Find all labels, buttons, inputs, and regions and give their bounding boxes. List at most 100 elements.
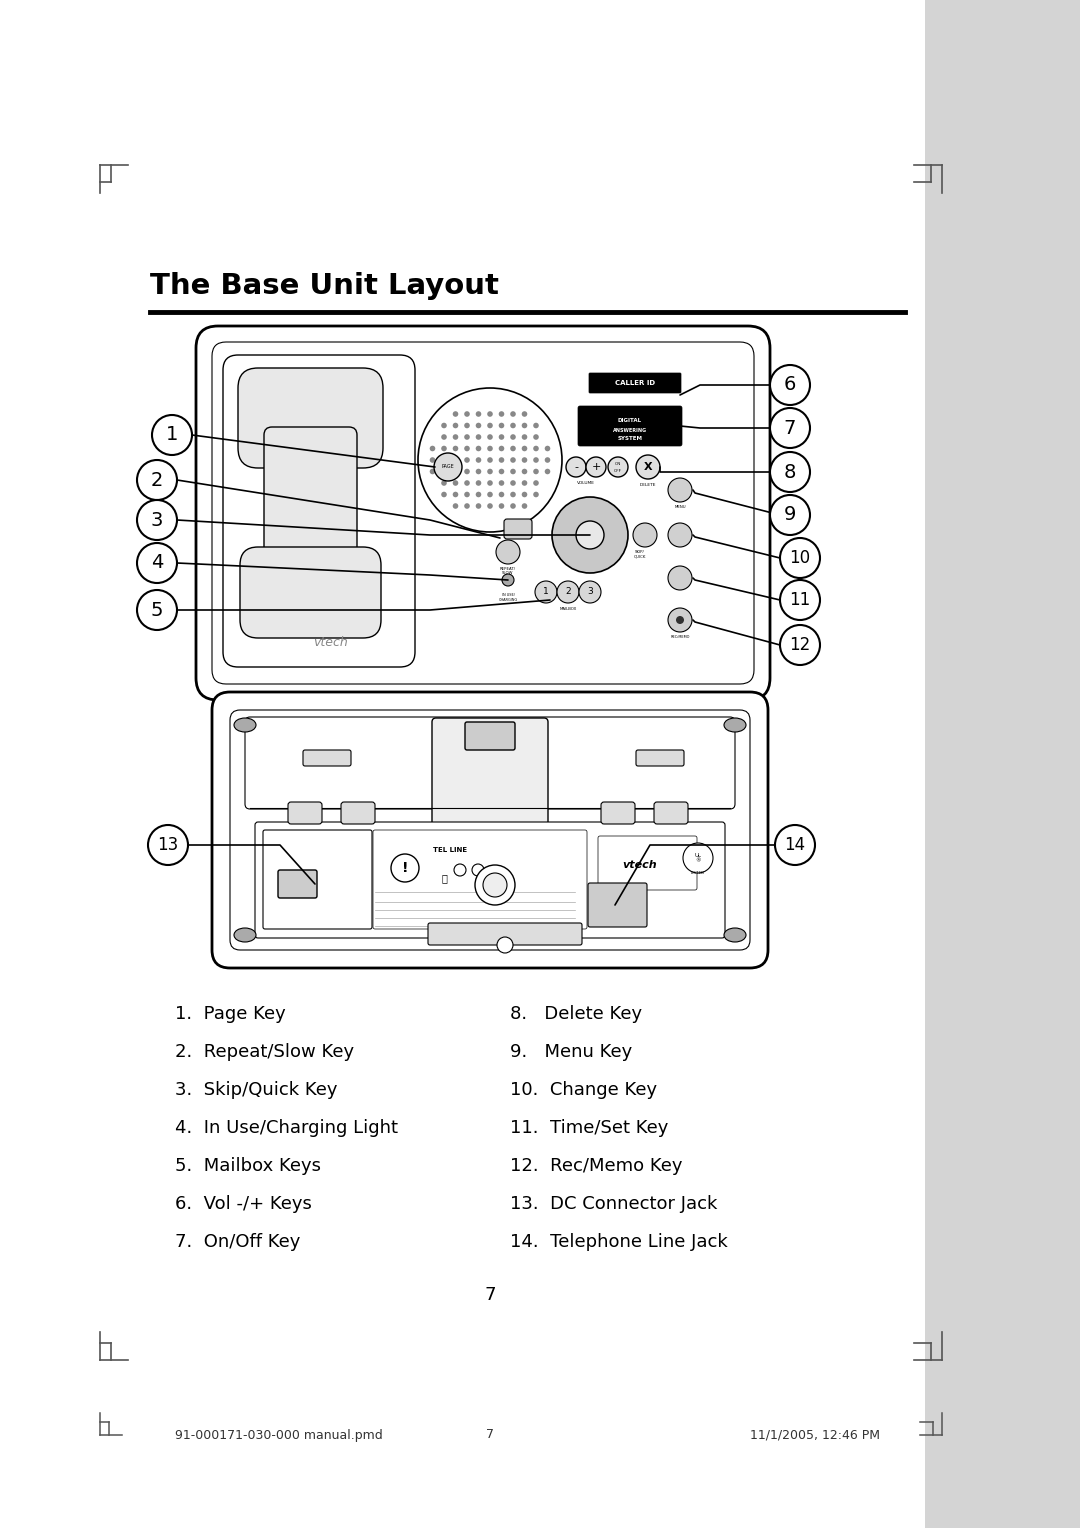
Circle shape: [475, 492, 482, 497]
FancyBboxPatch shape: [240, 547, 381, 639]
FancyBboxPatch shape: [341, 802, 375, 824]
Text: ANSWERING: ANSWERING: [613, 428, 647, 432]
FancyBboxPatch shape: [578, 406, 681, 446]
Circle shape: [557, 581, 579, 604]
FancyBboxPatch shape: [600, 802, 635, 824]
FancyBboxPatch shape: [230, 711, 750, 950]
Text: 3: 3: [151, 510, 163, 530]
Circle shape: [487, 503, 492, 509]
Circle shape: [499, 457, 504, 463]
Circle shape: [453, 492, 458, 497]
Text: MAILBOX: MAILBOX: [559, 607, 577, 611]
Text: DELETE: DELETE: [639, 483, 657, 487]
Circle shape: [633, 523, 657, 547]
Circle shape: [442, 434, 447, 440]
Circle shape: [522, 446, 527, 451]
Circle shape: [535, 581, 557, 604]
Circle shape: [475, 503, 482, 509]
FancyBboxPatch shape: [264, 830, 372, 929]
Circle shape: [391, 854, 419, 882]
Circle shape: [510, 457, 516, 463]
Circle shape: [475, 469, 482, 474]
Text: 12.  Rec/Memo Key: 12. Rec/Memo Key: [510, 1157, 683, 1175]
Circle shape: [475, 411, 482, 417]
Circle shape: [522, 423, 527, 428]
Text: 91-000171-030-000 manual.pmd: 91-000171-030-000 manual.pmd: [175, 1429, 382, 1441]
Circle shape: [487, 492, 492, 497]
Text: 7: 7: [486, 1429, 494, 1441]
Circle shape: [472, 863, 484, 876]
Text: 10.  Change Key: 10. Change Key: [510, 1080, 657, 1099]
Circle shape: [464, 446, 470, 451]
Circle shape: [522, 457, 527, 463]
Circle shape: [499, 423, 504, 428]
Circle shape: [464, 434, 470, 440]
FancyBboxPatch shape: [222, 354, 415, 668]
Circle shape: [454, 863, 465, 876]
Circle shape: [534, 457, 539, 463]
Circle shape: [487, 480, 492, 486]
Circle shape: [510, 480, 516, 486]
FancyBboxPatch shape: [598, 836, 697, 889]
Circle shape: [534, 434, 539, 440]
FancyBboxPatch shape: [303, 750, 351, 766]
Circle shape: [586, 457, 606, 477]
Circle shape: [499, 469, 504, 474]
Circle shape: [522, 503, 527, 509]
Circle shape: [522, 434, 527, 440]
Text: MENU: MENU: [674, 504, 686, 509]
Circle shape: [464, 423, 470, 428]
Text: X: X: [644, 461, 652, 472]
Circle shape: [475, 434, 482, 440]
FancyBboxPatch shape: [212, 692, 768, 969]
Circle shape: [487, 446, 492, 451]
Circle shape: [669, 608, 692, 633]
Circle shape: [544, 446, 551, 451]
Circle shape: [502, 575, 514, 587]
Circle shape: [464, 411, 470, 417]
Circle shape: [775, 825, 815, 865]
Circle shape: [669, 565, 692, 590]
Text: 13: 13: [158, 836, 178, 854]
Circle shape: [442, 446, 447, 451]
Circle shape: [566, 457, 586, 477]
Circle shape: [770, 452, 810, 492]
Circle shape: [534, 423, 539, 428]
Circle shape: [453, 457, 458, 463]
Circle shape: [522, 492, 527, 497]
FancyBboxPatch shape: [245, 717, 735, 808]
Text: +: +: [592, 461, 600, 472]
Circle shape: [510, 446, 516, 451]
Circle shape: [499, 480, 504, 486]
Text: 4.  In Use/Charging Light: 4. In Use/Charging Light: [175, 1118, 399, 1137]
Text: vtech: vtech: [312, 636, 348, 648]
Text: 11: 11: [789, 591, 811, 610]
Ellipse shape: [724, 718, 746, 732]
Text: 12: 12: [789, 636, 811, 654]
Text: 13.  DC Connector Jack: 13. DC Connector Jack: [510, 1195, 717, 1213]
Text: 3: 3: [588, 587, 593, 596]
Text: 5.  Mailbox Keys: 5. Mailbox Keys: [175, 1157, 321, 1175]
Circle shape: [483, 872, 507, 897]
Circle shape: [534, 446, 539, 451]
Text: 5: 5: [151, 601, 163, 619]
Circle shape: [669, 478, 692, 503]
Text: DIGITAL: DIGITAL: [618, 417, 643, 423]
Text: PAGE: PAGE: [442, 465, 455, 469]
FancyBboxPatch shape: [278, 869, 318, 898]
Circle shape: [510, 411, 516, 417]
Circle shape: [430, 457, 435, 463]
Bar: [924, 0, 1080, 1528]
Text: The Base Unit Layout: The Base Unit Layout: [150, 272, 499, 299]
FancyBboxPatch shape: [255, 822, 725, 938]
Text: LISTED: LISTED: [691, 871, 705, 876]
Circle shape: [499, 492, 504, 497]
Ellipse shape: [724, 927, 746, 941]
Circle shape: [522, 411, 527, 417]
Circle shape: [137, 542, 177, 584]
Circle shape: [487, 457, 492, 463]
Circle shape: [464, 469, 470, 474]
Circle shape: [510, 423, 516, 428]
Circle shape: [780, 625, 820, 665]
Circle shape: [464, 492, 470, 497]
